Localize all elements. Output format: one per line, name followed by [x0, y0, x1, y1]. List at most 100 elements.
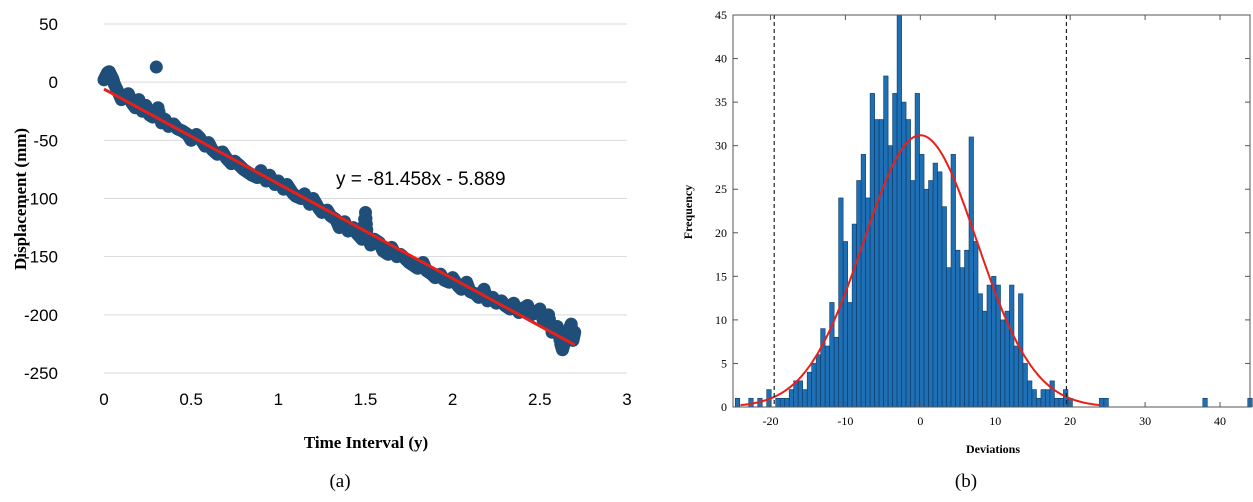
panel-b-bar	[824, 345, 830, 408]
panel-b-bar	[932, 162, 938, 408]
panel-b-normal-fit-curve	[740, 134, 1101, 407]
panel-b-axes-frame	[732, 14, 1251, 408]
panel-a-y-tick-label: 0	[49, 73, 58, 92]
panel-b-bar	[1022, 363, 1028, 408]
panel-b-y-tick-label: 15	[715, 269, 727, 283]
panel-b-bar	[833, 337, 839, 408]
panel-b-bar	[905, 119, 911, 408]
panel-b-bar	[914, 93, 920, 408]
panel-b-x-tick-label: -10	[837, 414, 853, 428]
panel-b-y-tick-label: 30	[715, 139, 727, 153]
panel-b-bar	[779, 397, 785, 408]
panel-b-bar	[806, 371, 812, 408]
panel-b-x-tick-label: 30	[1139, 414, 1151, 428]
panel-a-x-ticks: 0 0.5 1 1.5 2 2.5 3	[99, 390, 631, 409]
panel-b-bar	[1045, 389, 1051, 408]
panel-b-bar	[883, 75, 889, 408]
panel-b-bar	[1202, 397, 1208, 408]
panel-b-bar	[878, 119, 884, 408]
panel-a-data-point	[567, 327, 581, 341]
panel-a-y-tick-label: -200	[24, 306, 58, 325]
panel-b-bar	[1040, 389, 1046, 408]
panel-b-bar	[1049, 380, 1055, 408]
panel-b-y-tick-label: 45	[715, 8, 727, 22]
panel-b-bar	[1027, 380, 1033, 408]
panel-b-x-tick-label: -20	[762, 414, 778, 428]
panel-a-x-tick-label: 2	[448, 390, 457, 409]
panel-b-bar	[968, 136, 974, 408]
panel-b-bar	[887, 145, 893, 408]
panel-b-bar	[1103, 397, 1109, 408]
panel-b-bar	[856, 180, 862, 408]
panel-a-y-tick-label: 50	[39, 15, 58, 34]
panel-b-bar	[1009, 284, 1015, 408]
panel-a-label: (a)	[329, 471, 350, 492]
panel-b-y-tick-label: 35	[715, 95, 727, 109]
panel-b-bar	[851, 223, 857, 408]
panel-b-x-axis-label: Deviations	[966, 442, 1020, 456]
panel-a-x-tick-label: 1.5	[354, 390, 378, 409]
panel-b-bar	[842, 241, 848, 408]
panel-b-bar	[734, 397, 741, 408]
panel-b-bar	[991, 276, 997, 408]
panel-b-bar	[941, 206, 947, 408]
panel-b-bar	[1013, 345, 1019, 408]
panel-b-bar	[955, 249, 961, 408]
panel-a-y-tick-label: -250	[24, 364, 58, 383]
panel-b-bar	[784, 397, 790, 408]
panel-a-points	[97, 60, 582, 357]
panel-b-y-tick-label: 10	[715, 313, 727, 327]
panel-b-y-tick-label: 5	[721, 356, 727, 370]
panel-b-dashed-lines	[773, 15, 1068, 407]
panel-b-bar	[860, 154, 866, 408]
panel-a-y-axis-label: Displacement (mm)	[11, 128, 30, 270]
panel-a-x-tick-label: 3	[622, 390, 631, 409]
panel-b-bar	[910, 180, 916, 408]
panel-b-bar	[923, 188, 929, 408]
panel-b-y-tick-label: 25	[715, 182, 727, 196]
panel-b-bar	[928, 180, 934, 408]
panel-a-scatter: 50 0 -50 -100 -150 -200 -250 0 0.5 1 1.5 2 2.5 3 y =…	[11, 15, 632, 492]
panel-b-bar	[797, 380, 803, 408]
panel-b-bar	[919, 154, 925, 408]
panel-b-bar	[869, 93, 875, 408]
panel-a-trendline	[103, 87, 576, 347]
panel-b-x-tick-label: 10	[989, 414, 1001, 428]
panel-a-data-point	[149, 60, 163, 74]
panel-b-x-tick-label: 20	[1064, 414, 1076, 428]
panel-b-bars	[734, 14, 1253, 408]
panel-b-bar	[829, 302, 835, 408]
panel-a-x-tick-label: 0.5	[179, 390, 203, 409]
panel-a-y-tick-label: -150	[24, 248, 58, 267]
panel-b-histogram: 0 5 10 15 20 25 30 35 40 45 -20 -10 0 10 20 30 40 Devia…	[681, 8, 1253, 492]
panel-b-bar	[788, 389, 794, 408]
panel-b-bar	[986, 284, 992, 408]
panel-a-y-tick-label: -50	[33, 131, 58, 150]
panel-a-y-ticks: 50 0 -50 -100 -150 -200 -250	[24, 15, 58, 383]
panel-a-x-axis-label: Time Interval (y)	[304, 433, 428, 452]
panel-b-bar	[1058, 397, 1064, 408]
panel-b-bar	[811, 363, 817, 408]
panel-b-bar	[847, 302, 853, 408]
panel-b-bar	[1000, 319, 1006, 408]
panel-b-bar	[977, 293, 983, 408]
panel-b-bar	[874, 119, 880, 408]
panel-b-bar	[1054, 397, 1060, 408]
panel-b-x-tick-label: 0	[917, 414, 923, 428]
panel-b-x-tick-label: 40	[1214, 414, 1226, 428]
panel-b-bar	[973, 241, 979, 408]
panel-b-x-ticks: -20 -10 0 10 20 30 40	[762, 15, 1226, 428]
panel-b-bar	[1099, 397, 1105, 408]
panel-b-bar	[775, 397, 781, 408]
panel-b-y-tick-label: 20	[715, 226, 727, 240]
panel-a-x-tick-label: 0	[99, 390, 108, 409]
panel-a-x-tick-label: 1	[274, 390, 283, 409]
panel-a-equation-annotation: y = -81.458x - 5.889	[336, 169, 506, 190]
panel-b-y-axis-label: Frequency	[681, 185, 695, 239]
panel-b-bar	[1036, 397, 1042, 408]
panel-b-y-ticks: 0 5 10 15 20 25 30 35 40 45	[715, 8, 1250, 414]
panel-a-y-tick-label: -100	[24, 190, 58, 209]
panel-b-y-tick-label: 0	[721, 400, 727, 414]
panel-b-bar	[1031, 389, 1037, 408]
